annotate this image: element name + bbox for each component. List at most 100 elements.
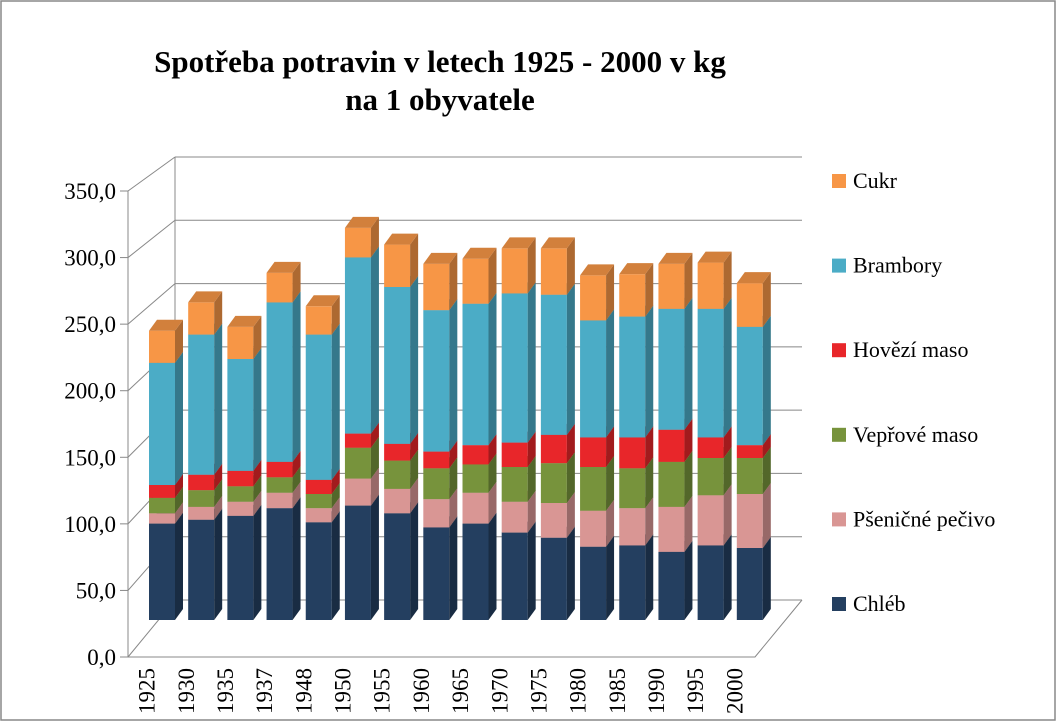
bar-segment	[188, 508, 223, 620]
bar-side	[449, 299, 458, 452]
bar-side	[410, 449, 419, 489]
bar	[658, 308, 685, 430]
bar-segment	[423, 252, 458, 311]
bar-segment	[188, 323, 223, 475]
bar-segment	[658, 540, 693, 620]
bar-side	[645, 305, 654, 438]
bar	[697, 308, 724, 438]
bar-side	[292, 497, 301, 620]
bar-segment	[580, 309, 615, 438]
bar	[697, 262, 724, 309]
bar-side	[762, 434, 771, 458]
bar-side	[370, 436, 379, 479]
bar-side	[175, 512, 183, 620]
bar	[266, 492, 293, 509]
bar	[501, 442, 528, 467]
bar-segment	[658, 252, 693, 309]
bar-side	[331, 295, 340, 335]
bar-side	[175, 502, 183, 524]
bar-side	[214, 291, 223, 335]
bar	[736, 494, 763, 548]
bar-side	[566, 492, 575, 538]
x-tick-label: 1985	[605, 668, 630, 714]
x-tick-label: 1975	[526, 668, 551, 714]
bar-side	[410, 477, 419, 514]
bar-side	[684, 495, 693, 552]
bar-side	[762, 537, 771, 620]
bar-side	[684, 418, 693, 462]
bar-side	[253, 348, 262, 471]
bar	[188, 490, 215, 507]
bar-side	[449, 516, 458, 620]
bar	[619, 316, 646, 438]
bar-segment	[736, 315, 771, 446]
bar	[149, 330, 175, 363]
bar-side	[292, 450, 301, 478]
bar-top	[305, 295, 340, 307]
x-tick-label: 1935	[213, 668, 238, 714]
bar-side	[214, 479, 223, 507]
bar-side	[684, 252, 693, 309]
bar	[580, 510, 607, 547]
bar	[149, 362, 175, 485]
bar-segment	[540, 452, 575, 503]
bar-segment	[266, 497, 301, 620]
y-tick-label: 250,0	[64, 312, 116, 337]
bar	[501, 293, 528, 443]
bar	[188, 334, 215, 475]
bar	[540, 503, 567, 538]
bar-side	[214, 463, 223, 491]
bar-side	[253, 490, 262, 516]
x-tick-label: 1970	[487, 668, 512, 714]
bar	[540, 434, 567, 464]
bar-side	[606, 426, 615, 467]
bar-segment	[344, 216, 379, 258]
bar-side	[566, 526, 575, 620]
bar	[305, 306, 332, 335]
y-tick-label: 200,0	[64, 379, 116, 404]
bar-segment	[344, 246, 379, 434]
x-tick-label: 1980	[566, 668, 591, 714]
bar-side	[723, 297, 732, 438]
bar-side	[723, 447, 732, 496]
bar	[580, 437, 607, 467]
bar-top	[149, 319, 183, 331]
bar-segment	[540, 526, 575, 620]
bar-side	[370, 467, 379, 506]
bar	[305, 522, 332, 620]
bar-segment	[462, 247, 497, 304]
bar	[227, 486, 254, 502]
bar-segment	[697, 534, 732, 620]
bar	[697, 437, 724, 458]
y-tick-label: 0,0	[87, 645, 116, 670]
bar-side	[331, 468, 340, 494]
bar	[344, 505, 371, 620]
bar	[227, 359, 254, 471]
bar-top	[384, 233, 419, 245]
bar	[658, 461, 685, 507]
bar-segment	[423, 516, 458, 620]
bar	[736, 283, 763, 327]
bar-side	[645, 263, 654, 317]
legend-swatch	[832, 174, 846, 188]
x-tick-label: 1948	[291, 668, 316, 714]
bar-side	[410, 233, 419, 287]
bar	[462, 258, 489, 304]
bar-side	[449, 488, 458, 528]
bar-side	[214, 508, 223, 620]
bar	[266, 272, 293, 303]
bar	[462, 523, 489, 620]
x-tick-label: 1937	[252, 668, 277, 714]
bar-top	[619, 263, 654, 275]
bar-segment	[697, 297, 732, 438]
legend-label: Cukr	[853, 168, 898, 193]
bar	[305, 494, 332, 509]
legend-swatch	[832, 427, 846, 442]
bar-side	[566, 237, 575, 295]
bar-segment	[540, 237, 575, 295]
bar-segment	[305, 323, 340, 480]
bar-side	[762, 483, 771, 548]
floor	[128, 599, 803, 658]
x-tick-label: 1955	[370, 668, 395, 714]
